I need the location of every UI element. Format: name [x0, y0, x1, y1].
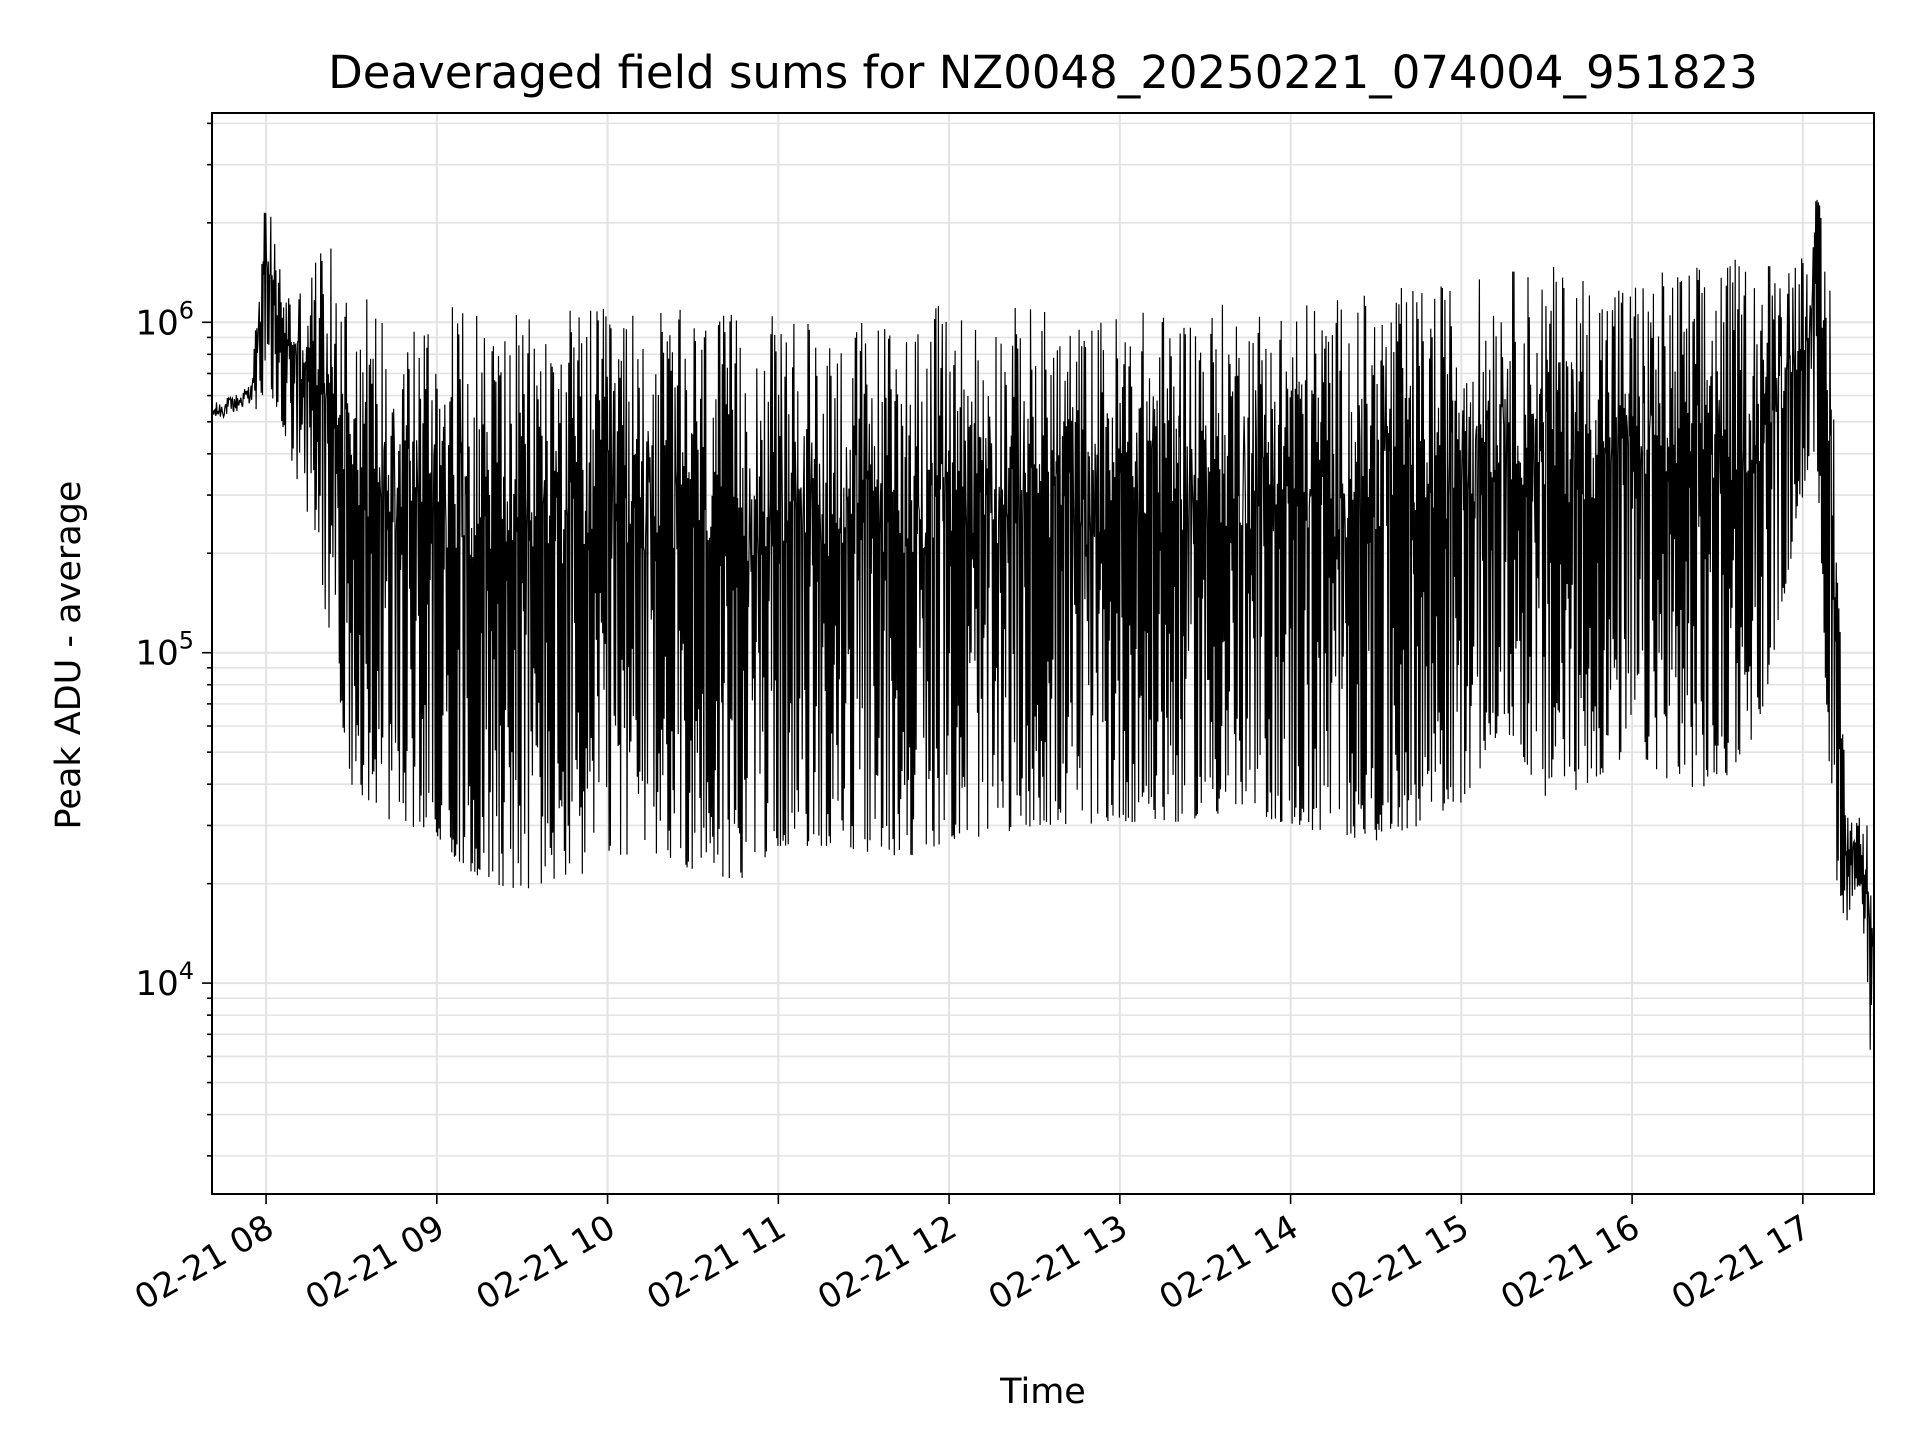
y-tick-exponent: 4	[179, 957, 194, 985]
x-axis-label: Time	[999, 1372, 1086, 1412]
y-tick-exponent: 6	[179, 296, 194, 324]
y-tick-base: 10	[135, 964, 178, 1004]
grid	[212, 113, 1874, 1194]
y-tick-label: 105	[135, 627, 194, 674]
y-tick-base: 10	[135, 634, 178, 674]
y-tick-base: 10	[135, 303, 178, 343]
y-tick-exponent: 5	[179, 627, 194, 655]
data-layer	[211, 199, 1875, 1111]
chart-title: Deaveraged field sums for NZ0048_2025022…	[328, 46, 1758, 99]
y-tick-label: 104	[135, 957, 194, 1004]
series-line	[211, 199, 1875, 1111]
y-tick-label: 106	[135, 296, 194, 343]
y-axis-label: Peak ADU - average	[49, 481, 89, 830]
